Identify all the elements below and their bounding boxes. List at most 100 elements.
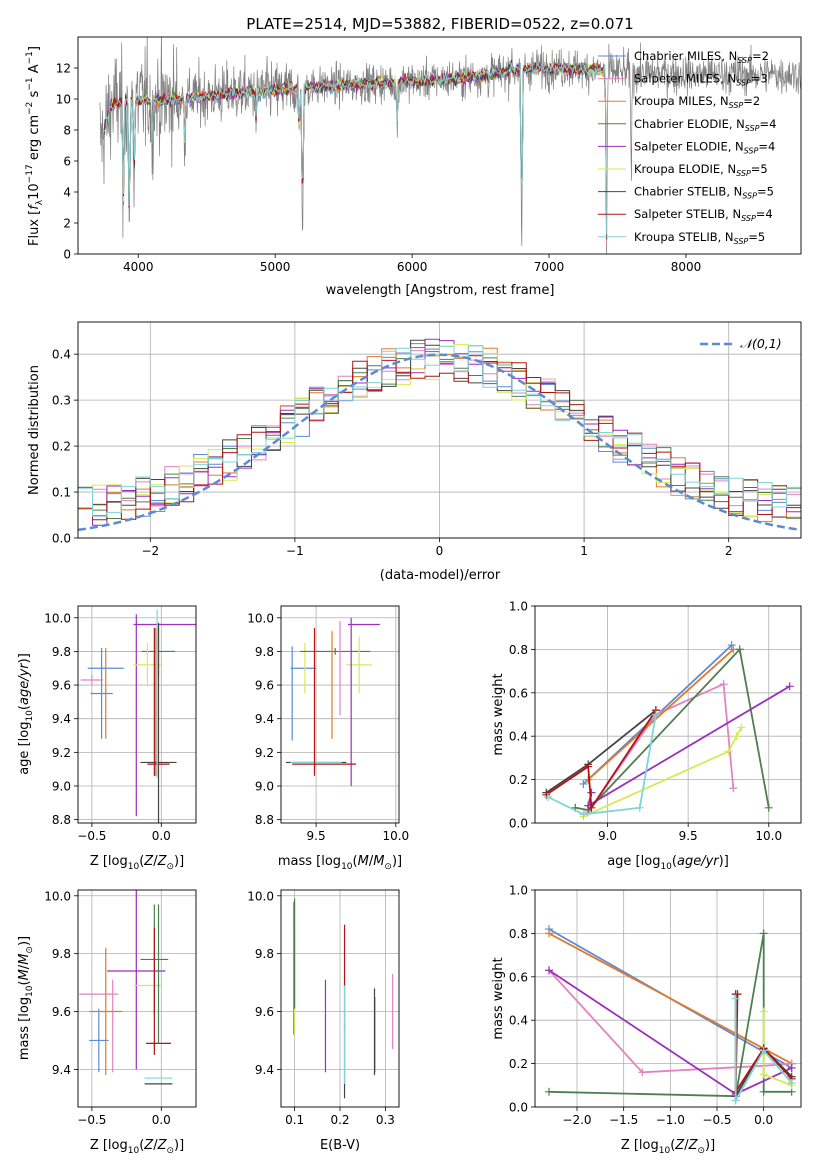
weight-marker — [724, 747, 733, 756]
legend-label: Salpeter ELODIE, NSSP=4 — [634, 139, 775, 155]
legend-label: Kroupa STELIB, NSSP=5 — [634, 230, 765, 246]
legend-label: Chabrier MILES, NSSP=2 — [634, 49, 769, 65]
x-axis-label: age [log10(age/yr)] — [607, 854, 729, 872]
legend-label: Salpeter MILES, NSSP=3 — [634, 72, 768, 88]
weight-marker — [638, 1068, 647, 1077]
x-tick-label: 6000 — [397, 260, 428, 274]
y-tick-label: 10 — [56, 93, 71, 107]
errorbars — [80, 609, 196, 823]
weight-marker — [729, 784, 738, 793]
x-tick-label: −0.5 — [702, 1113, 731, 1127]
axes-frame — [77, 889, 197, 1108]
axes-frame — [534, 605, 802, 824]
model-spectrum-line — [102, 62, 608, 235]
legend-label: Salpeter STELIB, NSSP=4 — [634, 207, 773, 223]
x-tick-label: −1.5 — [609, 1113, 638, 1127]
x-axis-label: (data-model)/error — [380, 568, 501, 583]
weight-marker — [545, 966, 553, 975]
weight-marker — [584, 762, 593, 771]
residual-histogram — [78, 355, 801, 521]
weight-marker — [759, 1046, 768, 1055]
spectrum-legend: Chabrier MILES, NSSP=2 Salpeter MILES, NS… — [598, 49, 776, 246]
y-tick-label: 0.0 — [52, 532, 71, 546]
y-tick-label: 0 — [63, 248, 71, 262]
x-axis-label: mass [log10(M/M⊙)] — [278, 854, 402, 872]
y-axis-label: Flux [fλ10−17 erg cm−2 s−1 A−1] — [25, 46, 45, 246]
x-tick-label: 0.0 — [152, 829, 171, 843]
weight-marker — [587, 788, 596, 797]
weight-marker — [635, 803, 644, 812]
x-axis-label: E(B-V) — [320, 1138, 360, 1153]
errorbar-point — [90, 648, 113, 739]
weight-series — [545, 925, 796, 1105]
y-tick-label: 9.2 — [52, 746, 71, 760]
weight-marker — [545, 1087, 553, 1096]
y-tick-label: 2 — [63, 217, 71, 231]
y-tick-label: 9.8 — [255, 645, 274, 659]
y-tick-label: 8 — [63, 124, 71, 138]
x-tick-label: 0.2 — [330, 1113, 349, 1127]
weight-marker — [727, 641, 736, 650]
weight-line — [548, 932, 793, 1065]
weight-line — [587, 648, 734, 781]
x-tick-label: 0.3 — [376, 1113, 395, 1127]
y-tick-label: 0.6 — [509, 970, 528, 984]
y-tick-label: 10.0 — [247, 611, 274, 625]
x-tick-label: 4000 — [123, 260, 154, 274]
mass-vs-metallicity-panel: −0.5 0.0 9.4 9.6 9.8 10.0 Z [log10(Z/Z⊙)] mass … — [17, 889, 197, 1156]
y-tick-label: 0.0 — [509, 1101, 528, 1115]
y-tick-label: 9.4 — [52, 1063, 71, 1077]
weight-line — [734, 998, 793, 1104]
y-tick-label: 10.0 — [247, 889, 274, 903]
y-axis-label: mass [log10(M/M⊙)] — [17, 936, 35, 1060]
residuals-panel: −2 −1 0 1 2 0.0 0.1 0.2 0.3 0.4 (data-model)/error… — [27, 321, 802, 583]
y-axis-label: mass weight — [491, 673, 506, 755]
x-tick-label: 9.0 — [598, 829, 617, 843]
y-tick-label: 9.6 — [255, 679, 274, 693]
x-tick-label: 0.0 — [754, 1113, 773, 1127]
y-tick-label: 0.6 — [509, 686, 528, 700]
weight-marker — [651, 710, 660, 719]
y-tick-label: 9.2 — [255, 746, 274, 760]
weight-marker — [759, 1007, 768, 1016]
y-tick-label: 0.0 — [509, 817, 528, 831]
errorbars — [79, 890, 173, 1085]
errorbar-point — [300, 648, 371, 655]
x-tick-label: −1.0 — [656, 1113, 685, 1127]
x-tick-label: 0.0 — [152, 1113, 171, 1127]
weight-vs-metallicity-panel: −2.0 −1.5 −1.0 −0.5 0.0 0.0 0.2 0.4 0.6 0.8 1.0 mas… — [491, 884, 802, 1156]
y-tick-label: 10.0 — [44, 611, 71, 625]
y-tick-label: 8.8 — [52, 813, 71, 827]
weight-marker — [731, 994, 740, 1003]
age-vs-mass-panel: 9.5 10.0 8.8 9.0 9.2 9.4 9.6 9.8 10.0 mass [log10… — [247, 605, 409, 872]
weight-marker — [787, 1063, 796, 1072]
errorbars — [285, 617, 380, 786]
y-tick-label: 9.6 — [52, 679, 71, 693]
y-tick-label: 1.0 — [509, 600, 528, 614]
weight-marker — [587, 803, 596, 812]
x-tick-label: 2 — [725, 544, 733, 558]
y-tick-label: 6 — [63, 155, 71, 169]
errorbars — [293, 898, 394, 1099]
weight-marker — [545, 929, 553, 938]
x-tick-label: 9.5 — [679, 829, 698, 843]
y-tick-label: 9.6 — [255, 1005, 274, 1019]
weight-marker — [787, 1079, 796, 1088]
y-axis-label: age [log10(age/yr)] — [17, 653, 35, 775]
weight-marker — [731, 1096, 740, 1105]
axes-frame — [77, 36, 802, 255]
weight-marker — [759, 1087, 768, 1096]
y-tick-label: 0.8 — [509, 643, 528, 657]
legend-label: Chabrier STELIB, NSSP=5 — [634, 185, 774, 201]
spectrum-panel: PLATE=2514, MJD=53882, FIBERID=0522, z=0… — [25, 15, 802, 298]
y-tick-label: 4 — [63, 186, 71, 200]
y-tick-label: 0.8 — [509, 927, 528, 941]
x-tick-label: 1 — [580, 544, 588, 558]
y-tick-label: 9.8 — [52, 645, 71, 659]
x-tick-label: 10.0 — [382, 829, 409, 843]
x-axis-label: wavelength [Angstrom, rest frame] — [326, 283, 555, 298]
errorbar-point — [89, 947, 123, 1076]
weight-marker — [579, 810, 588, 819]
axes-frame — [280, 605, 400, 824]
